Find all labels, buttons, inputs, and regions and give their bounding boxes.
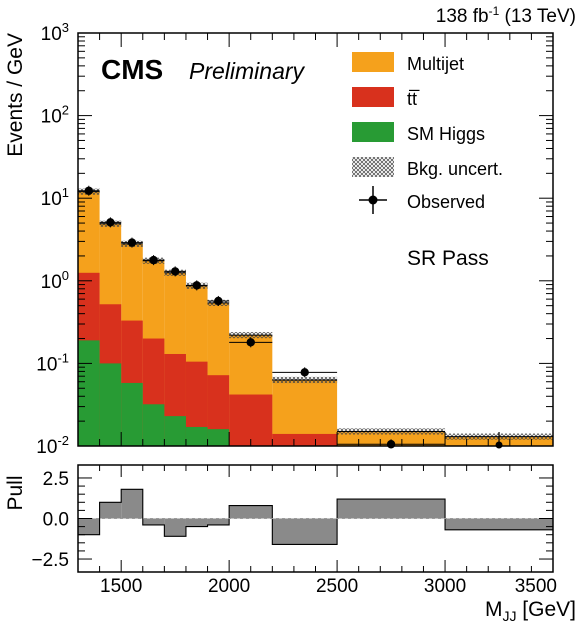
observed-point-10 <box>495 441 503 449</box>
legend-swatch-multijet <box>352 52 394 72</box>
x-tick-label-3: 3000 <box>424 576 466 597</box>
bar-tt-8 <box>272 433 338 446</box>
observed-point-1 <box>106 218 115 227</box>
legend-label-observed: Observed <box>407 192 485 212</box>
pull-bar-3 <box>142 518 165 525</box>
pull-bar-8 <box>272 518 338 545</box>
bar-tt-6 <box>207 375 230 446</box>
y-tick-label-2: 100 <box>41 268 69 293</box>
main-y-axis-title: Events / GeV <box>4 33 27 157</box>
pull-y-axis-title: Pull <box>4 475 27 510</box>
observed-point-0 <box>84 186 93 195</box>
pull-bar-2 <box>121 489 143 519</box>
observed-point-5 <box>192 281 201 290</box>
observed-points <box>78 185 503 449</box>
main-y-tick-labels: 10-2 10-1 100 101 102 103 <box>36 20 69 458</box>
bar-smhiggs-3 <box>142 404 165 446</box>
bar-smhiggs-5 <box>185 426 208 446</box>
bar-tt-5 <box>185 361 208 446</box>
pull-bars <box>78 488 553 545</box>
main-axis-ticks <box>77 33 554 447</box>
observed-point-9 <box>386 440 396 449</box>
pull-bar-6 <box>207 518 230 525</box>
legend-label-uncertainty: Bkg. uncert. <box>407 159 503 179</box>
bar-smhiggs-1 <box>99 363 122 446</box>
legend: Multijet tt̅ SM Higgs Bkg. uncert. Obser… <box>352 52 503 214</box>
legend-observed-marker <box>368 195 378 205</box>
x-tick-labels: 1500 2000 2500 3000 3500 <box>100 576 557 597</box>
x-tick-label-2: 2500 <box>316 576 358 597</box>
legend-label-multijet: Multijet <box>407 54 464 74</box>
pull-bar-9 <box>337 499 446 519</box>
main-histogram-stack <box>78 191 553 446</box>
x-axis-title: MJJ [GeV] <box>485 598 576 624</box>
observed-point-4 <box>170 267 180 276</box>
observed-point-6 <box>214 296 223 306</box>
legend-swatch-ttbar <box>352 87 394 107</box>
bar-multijet-9 <box>337 431 446 446</box>
bar-smhiggs-2 <box>121 382 143 446</box>
observed-point-7 <box>246 338 255 347</box>
y-tick-label-4: 102 <box>41 103 69 128</box>
pull-y-tick-label-1: 0.0 <box>43 510 69 531</box>
y-tick-label-1: 10-1 <box>36 350 69 375</box>
bar-tt-7 <box>229 394 273 446</box>
y-tick-label-3: 101 <box>41 185 69 210</box>
y-tick-label-5: 103 <box>41 20 69 45</box>
bar-smhiggs-0 <box>78 340 100 446</box>
y-tick-label-0: 10-2 <box>36 433 69 458</box>
pull-axis-ticks <box>77 465 554 572</box>
observed-point-3 <box>149 255 158 265</box>
experiment-label: CMS <box>101 54 163 85</box>
region-label: SR Pass <box>407 247 489 270</box>
pull-bar-0 <box>78 518 100 535</box>
pull-bar-10 <box>445 518 553 530</box>
legend-label-sm-higgs: SM Higgs <box>407 124 485 144</box>
pull-y-tick-label-0: 2.5 <box>43 469 69 490</box>
legend-swatch-sm-higgs <box>352 122 394 142</box>
pull-bar-7 <box>229 505 273 519</box>
pull-bar-1 <box>99 502 122 519</box>
legend-label-ttbar: tt̅ <box>407 89 420 109</box>
x-tick-label-0: 1500 <box>100 576 142 597</box>
observed-point-8 <box>300 368 309 377</box>
status-label: Preliminary <box>189 58 306 84</box>
legend-swatch-uncertainty <box>352 157 394 177</box>
observed-point-2 <box>127 238 137 247</box>
lumi-label: 138 fb-1 (13 TeV) <box>436 4 576 27</box>
bar-smhiggs-4 <box>164 416 186 446</box>
x-tick-label-4: 3500 <box>515 576 557 597</box>
pull-outline <box>78 488 553 545</box>
pull-y-tick-label-2: −2.5 <box>31 550 69 571</box>
x-tick-label-1: 2000 <box>208 576 250 597</box>
bar-smhiggs-6 <box>207 429 230 446</box>
pull-bar-4 <box>164 518 186 537</box>
pull-y-tick-labels: 2.5 0.0 −2.5 <box>31 469 69 571</box>
pull-bar-5 <box>185 518 208 527</box>
